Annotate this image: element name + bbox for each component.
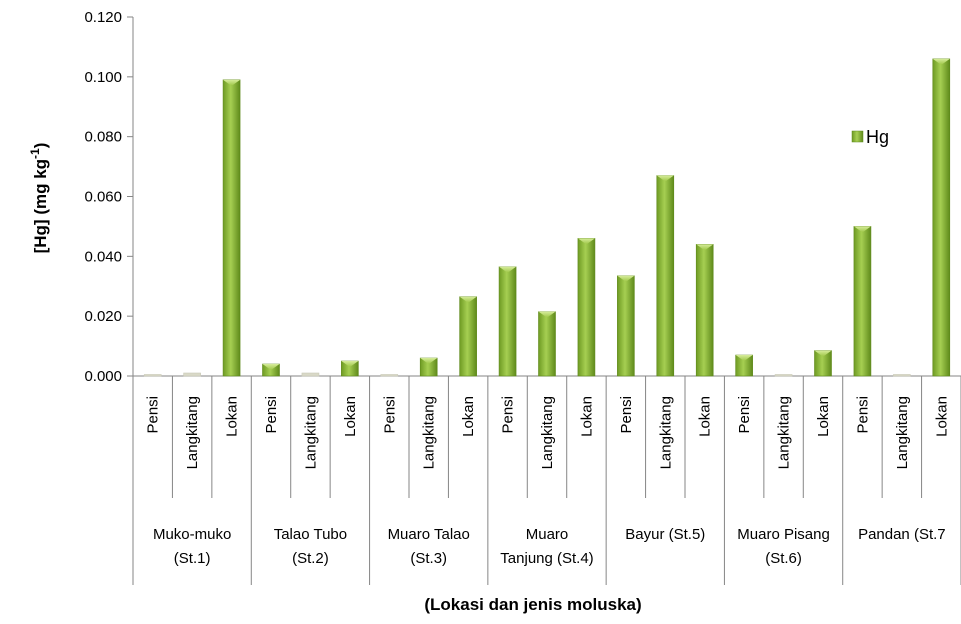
category-label: Lokan [578, 396, 595, 437]
group-label: Muko-muko [153, 526, 231, 543]
category-label: Langkitang [539, 396, 556, 469]
group-label: Talao Tubo [274, 526, 347, 543]
category-label: Lokan [815, 396, 832, 437]
legend-swatch [851, 130, 864, 143]
bar-cap [656, 175, 674, 182]
category-label: Lokan [342, 396, 359, 437]
bar [143, 374, 162, 377]
group-label: (St.3) [410, 550, 447, 567]
group-label: Tanjung (St.4) [500, 550, 593, 567]
bar-cap [341, 361, 359, 368]
bar [893, 374, 911, 377]
group-label: (St.6) [765, 550, 802, 567]
category-label: Langkitang [657, 396, 674, 469]
y-tick-label: 0.100 [84, 69, 122, 86]
y-tick-label: 0.020 [84, 308, 122, 325]
bar-cap [499, 266, 517, 273]
bar [695, 244, 714, 377]
legend-label: Hg [866, 127, 889, 147]
bar [617, 275, 635, 377]
category-label: Pensi [854, 396, 871, 434]
bar-cap [223, 79, 241, 86]
bar-cap [932, 58, 950, 65]
category-label: Lokan [697, 396, 714, 437]
group-label: Bayur (St.5) [625, 526, 705, 543]
category-label: Pensi [736, 396, 753, 434]
bar-cap [617, 275, 635, 282]
bar [380, 374, 399, 377]
bar-cap [735, 355, 753, 362]
legend: Hg [851, 127, 889, 147]
bar [577, 238, 596, 377]
category-label: Langkitang [776, 396, 793, 469]
bar-cap [459, 296, 477, 303]
category-label: Pensi [145, 396, 162, 434]
bar-cap [420, 358, 438, 365]
category-label: Pensi [263, 396, 280, 434]
x-axis-title: (Lokasi dan jenis moluska) [424, 595, 641, 614]
group-label: (St.2) [292, 550, 329, 567]
category-label: Langkitang [421, 396, 438, 469]
category-label: Pensi [381, 396, 398, 434]
bar-cap [814, 350, 832, 357]
axis-layer [127, 16, 961, 585]
bar-cap [577, 238, 595, 245]
group-label: Muaro [526, 526, 569, 543]
bar-cap [696, 244, 714, 251]
bar [183, 372, 201, 377]
y-axis-title: [Hg] (mg kg-1) [28, 143, 50, 254]
bar [538, 311, 556, 377]
category-label: Lokan [933, 396, 950, 437]
bar-layer [143, 58, 951, 377]
bar [301, 372, 320, 377]
category-label: Langkitang [894, 396, 911, 469]
bar [222, 79, 241, 377]
bar-cap [853, 226, 871, 233]
label-layer: 0.000 0.020 0.040 0.060 0.080 0.100 0.120 Pensi… [84, 9, 950, 567]
bar-cap [262, 364, 280, 371]
category-label: Langkitang [302, 396, 319, 469]
bar [932, 58, 951, 377]
group-label: Pandan (St.7 [858, 526, 946, 543]
y-tick-label: 0.000 [84, 368, 122, 385]
y-tick-label: 0.120 [84, 9, 122, 26]
y-tick-label: 0.060 [84, 189, 122, 206]
category-label: Lokan [460, 396, 477, 437]
bar [498, 266, 517, 377]
bar [656, 175, 675, 377]
group-label: (St.1) [174, 550, 211, 567]
group-label: Muaro Pisang [737, 526, 830, 543]
bar [853, 226, 872, 377]
group-label: Muaro Talao [388, 526, 470, 543]
bar [459, 296, 477, 377]
category-label: Lokan [224, 396, 241, 437]
bar-cap [538, 311, 556, 318]
category-label: Pensi [618, 396, 635, 434]
category-label: Langkitang [184, 396, 201, 469]
y-tick-label: 0.040 [84, 248, 122, 265]
category-label: Pensi [500, 396, 517, 434]
bar [774, 374, 793, 377]
y-tick-label: 0.080 [84, 129, 122, 146]
